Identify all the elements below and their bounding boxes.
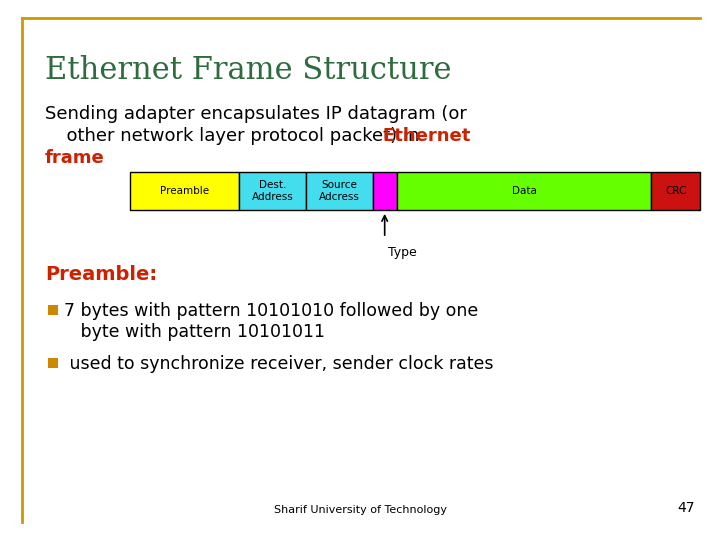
Text: Preamble:: Preamble: — [45, 265, 157, 284]
Bar — [652, 172, 700, 210]
Bar — [48, 358, 58, 368]
Text: Ethernet: Ethernet — [382, 127, 470, 145]
Text: byte with pattern 10101011: byte with pattern 10101011 — [64, 323, 325, 341]
Text: Sending adapter encapsulates IP datagram (or: Sending adapter encapsulates IP datagram… — [45, 105, 467, 123]
Text: CRC: CRC — [665, 186, 686, 196]
Bar — [397, 172, 652, 210]
Bar — [130, 172, 239, 210]
Bar — [372, 172, 397, 210]
Text: used to synchronize receiver, sender clock rates: used to synchronize receiver, sender clo… — [64, 355, 493, 373]
Text: 47: 47 — [678, 501, 695, 515]
Text: Sharif University of Technology: Sharif University of Technology — [274, 505, 446, 515]
Text: Dest.
Address: Dest. Address — [251, 180, 293, 202]
Bar — [48, 305, 58, 315]
Text: Ethernet Frame Structure: Ethernet Frame Structure — [45, 55, 451, 86]
Text: Data: Data — [512, 186, 536, 196]
Text: Preamble: Preamble — [160, 186, 209, 196]
Text: frame: frame — [45, 149, 104, 167]
Bar — [239, 172, 306, 210]
Bar — [306, 172, 372, 210]
Text: Source
Adcress: Source Adcress — [319, 180, 359, 202]
Text: Type: Type — [387, 246, 416, 259]
Text: other network layer protocol packet) in: other network layer protocol packet) in — [55, 127, 425, 145]
Text: 7 bytes with pattern 10101010 followed by one: 7 bytes with pattern 10101010 followed b… — [64, 302, 478, 320]
